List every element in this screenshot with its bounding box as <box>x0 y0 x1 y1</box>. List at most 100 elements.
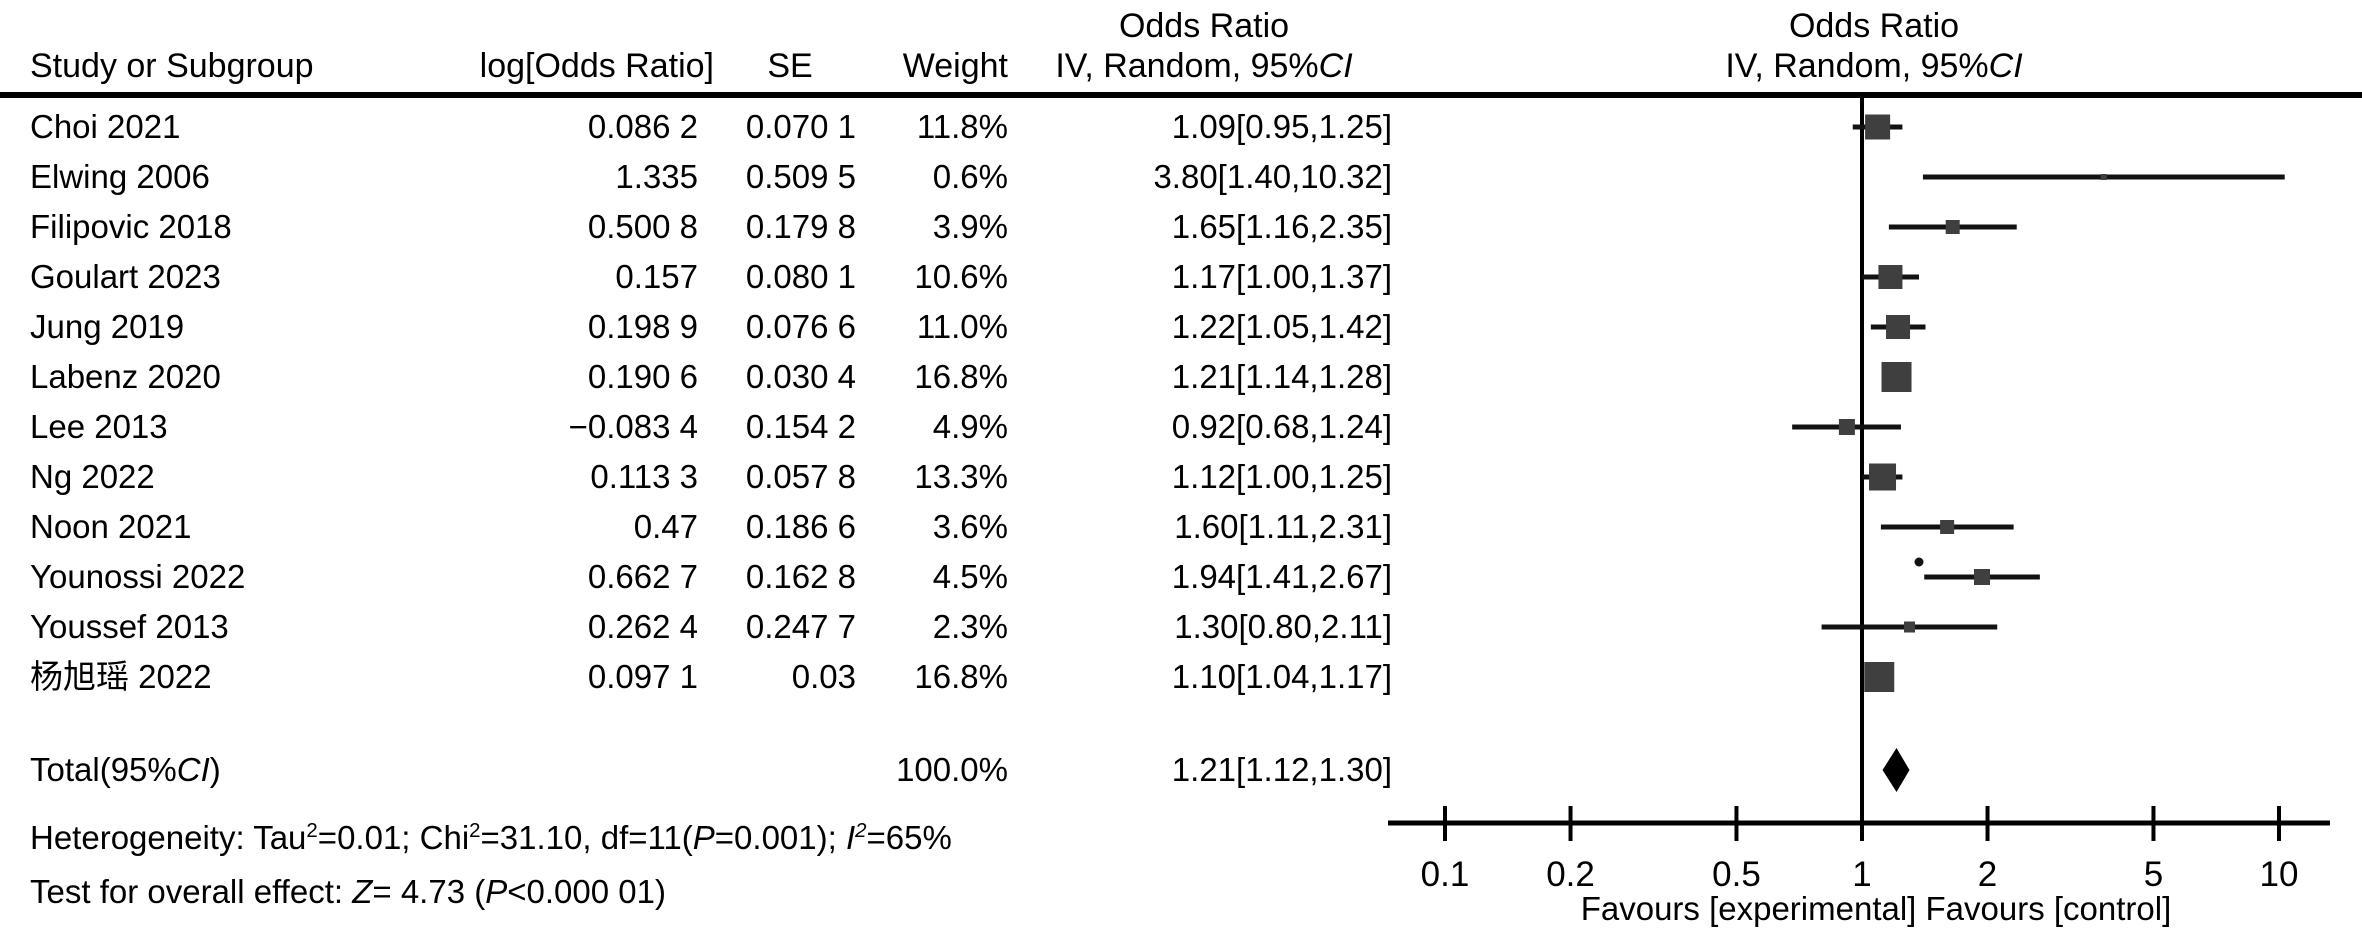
or-ci-value: 0.92[0.68,1.24] <box>1171 408 1392 445</box>
text-segment: =65% <box>866 819 952 856</box>
study-name: Elwing 2006 <box>30 158 210 195</box>
header-log-odds-ratio: log[Odds Ratio] <box>479 47 714 85</box>
se-value: 0.162 8 <box>745 558 856 595</box>
or-ci-value: 1.65[1.16,2.35] <box>1171 208 1392 245</box>
log-odds-ratio-value: 0.262 4 <box>587 608 698 645</box>
total-label: Total(95%CI) <box>30 745 221 795</box>
point-estimate-square <box>1886 315 1911 339</box>
study-name: Jung 2019 <box>30 308 185 345</box>
or-ci-value: 1.22[1.05,1.42] <box>1171 308 1392 345</box>
weight-value: 4.9% <box>932 408 1008 445</box>
header-weight: Weight <box>902 47 1008 85</box>
text-segment: <0.000 01) <box>507 873 666 910</box>
study-name: Filipovic 2018 <box>30 208 232 245</box>
or-ci-value: 1.30[0.80,2.11] <box>1174 608 1392 645</box>
header-iv-random-ci-left: IV, Random, 95%CI <box>1004 46 1404 86</box>
weight-value: 16.8% <box>914 658 1008 695</box>
point-estimate-square <box>1904 621 1916 633</box>
log-odds-ratio-value: 0.086 2 <box>587 108 698 145</box>
or-ci-value: 1.10[1.04,1.17] <box>1171 658 1392 695</box>
se-value: 0.076 6 <box>745 308 856 345</box>
axis-tick-label: 10 <box>2260 855 2299 894</box>
header-se: SE <box>767 47 813 85</box>
weight-value: 11.8% <box>916 108 1008 145</box>
weight-value: 0.6% <box>932 158 1008 195</box>
text-segment: =0.01; Chi <box>317 819 470 856</box>
point-estimate-square <box>1865 114 1891 140</box>
weight-value: 10.6% <box>914 258 1008 295</box>
text-segment: P <box>692 819 715 856</box>
axis-tick-label: 5 <box>2144 855 2163 894</box>
point-estimate-square <box>1881 362 1912 392</box>
text-segment: IV, Random, 95% <box>1725 47 1989 85</box>
or-ci-value: 1.12[1.00,1.25] <box>1171 458 1392 495</box>
axis-tick-label: 0.1 <box>1421 855 1470 894</box>
log-odds-ratio-value: −0.083 4 <box>568 408 698 445</box>
weight-value: 3.6% <box>932 508 1008 545</box>
text-segment: I <box>845 819 856 856</box>
stray-dot <box>1914 557 1924 567</box>
axis-tick-label: 0.2 <box>1546 855 1595 894</box>
log-odds-ratio-value: 0.500 8 <box>587 208 698 245</box>
weight-value: 16.8% <box>914 358 1008 395</box>
total-or-ci: 1.21[1.12,1.30] <box>1171 751 1392 788</box>
study-name: 杨旭瑶 2022 <box>30 658 212 695</box>
se-value: 0.030 4 <box>745 358 856 395</box>
log-odds-ratio-value: 0.47 <box>633 508 698 545</box>
log-odds-ratio-value: 0.662 7 <box>587 558 698 595</box>
text-segment: Heterogeneity: Tau <box>30 819 307 856</box>
log-odds-ratio-value: 0.157 <box>615 258 698 295</box>
total-weight: 100.0% <box>896 751 1008 788</box>
study-name: Younossi 2022 <box>30 558 246 595</box>
text-segment: =31.10, df=11( <box>480 819 693 856</box>
favours-label: Favours [experimental] Favours [control] <box>1581 890 2172 927</box>
or-ci-value: 3.80[1.40,10.32] <box>1153 158 1392 195</box>
header-study-or-subgroup: Study or Subgroup <box>30 47 314 85</box>
text-segment: ) <box>209 751 221 788</box>
text-segment: P <box>485 873 508 910</box>
log-odds-ratio-value: 0.113 3 <box>590 458 698 495</box>
weight-value: 13.3% <box>914 458 1008 495</box>
study-name: Youssef 2013 <box>30 608 229 645</box>
point-estimate-square <box>1878 265 1903 289</box>
point-estimate-square <box>1974 569 1991 585</box>
weight-value: 3.9% <box>932 208 1008 245</box>
total-diamond <box>1882 748 1910 792</box>
se-value: 0.057 8 <box>745 458 856 495</box>
study-name: Goulart 2023 <box>30 258 221 295</box>
text-segment: CI <box>1318 47 1353 85</box>
text-segment: CI <box>176 751 210 788</box>
study-name: Choi 2021 <box>30 108 181 145</box>
left-effect-title: Odds Ratio <box>1118 7 1290 45</box>
overall-effect-text: Test for overall effect: Z= 4.73 (P<0.00… <box>30 872 666 912</box>
se-value: 0.154 2 <box>745 408 856 445</box>
text-segment: =0.001); <box>714 819 846 856</box>
weight-value: 2.3% <box>932 608 1008 645</box>
header-rule <box>0 92 2362 98</box>
se-value: 0.03 <box>791 658 856 695</box>
point-estimate-square <box>1945 220 1960 234</box>
or-ci-value: 1.17[1.00,1.37] <box>1171 258 1392 295</box>
se-value: 0.070 1 <box>745 108 856 145</box>
se-value: 0.080 1 <box>745 258 856 295</box>
text-segment: 2 <box>306 819 318 842</box>
header-iv-random-ci-right: IV, Random, 95%CI <box>1624 46 2124 86</box>
axis-tick-label: 2 <box>1978 855 1997 894</box>
log-odds-ratio-value: 0.198 9 <box>587 308 698 345</box>
or-ci-value: 1.94[1.41,2.67] <box>1171 558 1392 595</box>
se-value: 0.186 6 <box>745 508 856 545</box>
se-value: 0.179 8 <box>745 208 856 245</box>
log-odds-ratio-value: 1.335 <box>615 158 698 195</box>
point-estimate-square <box>2100 174 2107 180</box>
point-estimate-square <box>1838 419 1855 435</box>
study-name: Lee 2013 <box>30 408 168 445</box>
study-name: Ng 2022 <box>30 458 155 495</box>
se-value: 0.509 5 <box>745 158 856 195</box>
se-value: 0.247 7 <box>745 608 856 645</box>
text-segment: Test for overall effect: <box>30 873 353 910</box>
study-name: Noon 2021 <box>30 508 192 545</box>
point-estimate-square <box>1940 520 1955 534</box>
weight-value: 4.5% <box>932 558 1008 595</box>
